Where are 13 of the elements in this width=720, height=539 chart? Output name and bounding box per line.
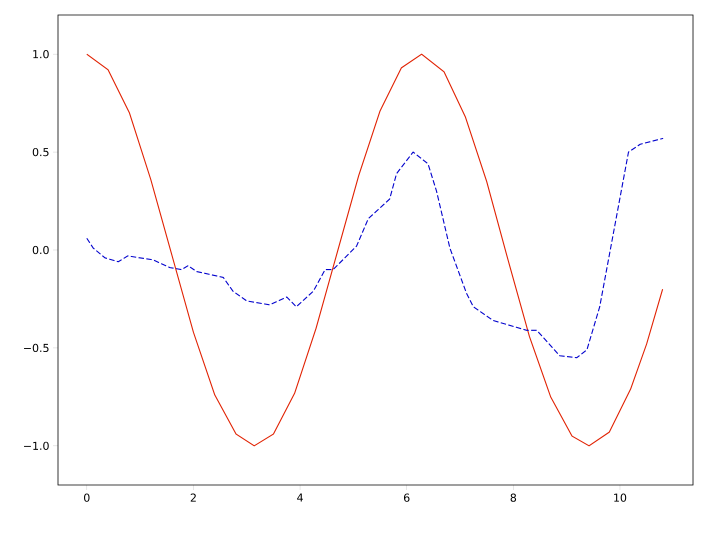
x-tick-label: 6 xyxy=(404,494,410,502)
x-tick-label: 2 xyxy=(190,494,196,502)
x-tick-label: 10 xyxy=(614,494,626,502)
y-tick-label: −0.5 xyxy=(24,344,49,352)
x-tick-label: 8 xyxy=(510,494,516,502)
line-series xyxy=(86,138,664,358)
y-tick-label: 0.0 xyxy=(32,246,49,254)
y-tick-label: −1.0 xyxy=(24,442,49,450)
line-series xyxy=(86,54,664,446)
x-tick-label: 0 xyxy=(84,494,90,502)
x-tick-label: 4 xyxy=(297,494,303,502)
y-tick-label: 1.0 xyxy=(33,50,49,58)
y-tick-label: 0.5 xyxy=(32,148,49,156)
